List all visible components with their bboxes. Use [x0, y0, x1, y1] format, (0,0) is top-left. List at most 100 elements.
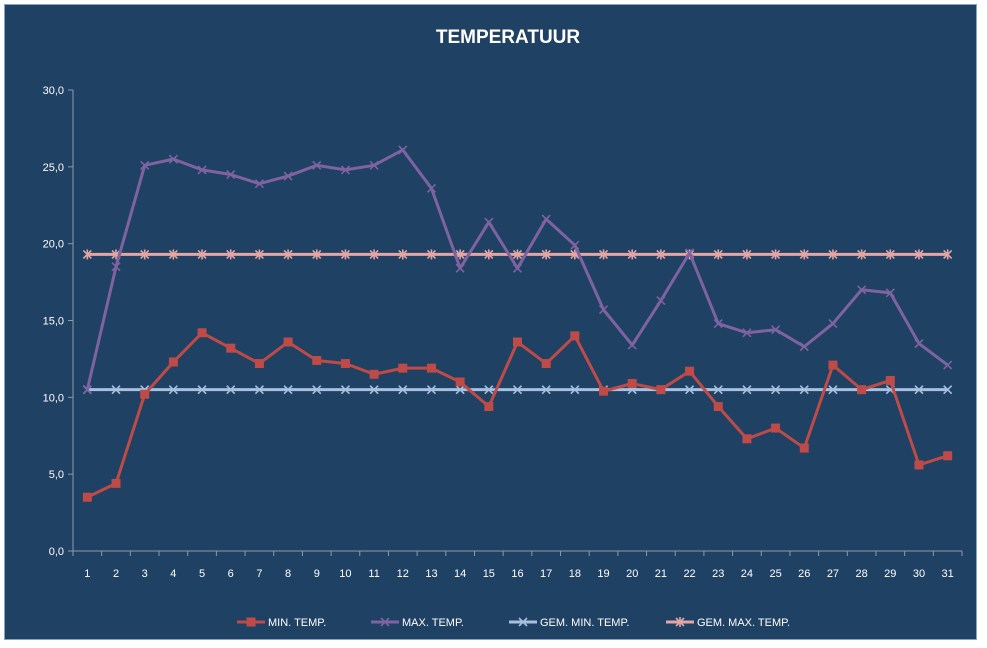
legend-swatch-marker-stroke	[380, 617, 390, 627]
data-point-gem-min-temp	[226, 385, 236, 395]
data-point-gem-min-temp-stroke	[283, 385, 293, 395]
data-point-max-temp	[914, 338, 924, 349]
data-point-gem-max-temp	[713, 249, 723, 260]
data-point-min-temp	[541, 359, 551, 369]
x-tick-label: 4	[170, 568, 176, 580]
data-point-gem-max-temp	[398, 249, 408, 260]
data-point-min-temp	[828, 360, 838, 370]
data-point-min-temp	[513, 337, 522, 347]
data-point-max-temp	[541, 214, 551, 224]
data-point-max-temp	[857, 285, 867, 295]
data-point-min-temp	[914, 460, 924, 470]
data-point-min-temp	[656, 385, 666, 395]
data-point-min-temp	[197, 328, 207, 338]
legend-label: GEM. MAX. TEMP.	[697, 617, 790, 629]
data-point-min-temp	[254, 359, 264, 369]
data-point-max-temp-stroke	[82, 385, 92, 395]
data-point-min-temp	[799, 443, 809, 453]
data-point-gem-min-temp-stroke	[484, 385, 494, 395]
data-point-gem-min-temp-stroke	[312, 385, 322, 395]
data-point-max-temp	[684, 248, 695, 258]
x-tick-label: 6	[228, 568, 234, 580]
data-point-gem-min-temp	[312, 385, 322, 395]
legend-label: MAX. TEMP.	[402, 617, 464, 629]
data-point-min-temp	[140, 389, 150, 399]
data-point-min-temp	[340, 359, 350, 369]
x-tick-label: 27	[827, 568, 839, 580]
x-tick-label: 28	[856, 568, 868, 580]
x-tick-label: 2	[113, 568, 119, 580]
data-point-min-temp	[312, 355, 322, 365]
series-max-temp	[82, 145, 953, 395]
data-point-gem-min-temp	[426, 385, 437, 395]
data-point-min-temp	[885, 375, 895, 385]
data-point-gem-min-temp	[340, 385, 351, 395]
data-point-gem-min-temp	[541, 385, 551, 395]
data-point-min-temp	[111, 478, 121, 488]
data-point-gem-min-temp	[398, 385, 408, 395]
data-point-max-temp-stroke	[312, 160, 322, 170]
chart-area: TEMPERATUUR 0,0 5,0 10,0 15,0 20,0 25,0 30,0 1 2…	[4, 4, 977, 640]
data-point-max-temp-stroke	[140, 160, 150, 170]
data-point-gem-min-temp	[570, 385, 580, 395]
data-point-gem-min-temp-stroke	[828, 385, 838, 395]
data-point-max-temp	[226, 169, 236, 180]
x-tick-label: 31	[942, 568, 954, 580]
data-point-gem-min-temp-stroke	[943, 385, 953, 395]
y-tick-label: 15,0	[43, 316, 64, 328]
legend-item-gem-max-temp: GEM. MAX. TEMP.	[666, 617, 790, 629]
data-point-max-temp-stroke	[771, 325, 781, 335]
x-tick-label: 22	[683, 568, 695, 580]
data-point-gem-min-temp-stroke	[799, 385, 809, 395]
data-point-min-temp	[857, 385, 867, 395]
data-point-gem-min-temp	[484, 385, 494, 395]
data-point-gem-min-temp-stroke	[398, 385, 408, 395]
x-tick-label: 26	[798, 568, 810, 580]
data-point-min-temp	[713, 402, 723, 412]
data-point-gem-min-temp-stroke	[541, 385, 551, 395]
data-point-max-temp	[168, 154, 178, 164]
data-point-gem-max-temp	[254, 249, 264, 260]
data-point-gem-min-temp-stroke	[426, 385, 437, 395]
legend-swatch-marker	[675, 617, 685, 627]
data-point-max-temp-stroke	[914, 338, 924, 349]
data-point-gem-max-temp	[168, 249, 178, 260]
data-point-gem-min-temp	[684, 385, 695, 395]
data-point-max-temp	[570, 240, 580, 250]
data-point-min-temp	[599, 386, 609, 396]
data-point-min-temp	[426, 363, 436, 373]
data-point-gem-min-temp-stroke	[570, 385, 580, 395]
data-point-max-temp	[140, 160, 150, 170]
data-point-gem-max-temp	[484, 249, 494, 260]
data-point-max-temp	[426, 183, 437, 193]
legend-label: GEM. MIN. TEMP.	[540, 617, 629, 629]
data-point-gem-min-temp-stroke	[512, 385, 523, 395]
data-point-gem-max-temp	[885, 249, 895, 260]
series-gem-min-temp	[82, 385, 953, 395]
data-point-min-temp	[685, 366, 695, 376]
data-point-gem-max-temp	[541, 249, 551, 260]
data-point-gem-min-temp	[799, 385, 809, 395]
data-point-gem-min-temp	[111, 385, 121, 395]
data-point-max-temp	[943, 360, 953, 370]
data-point-gem-max-temp	[799, 249, 809, 260]
data-point-gem-max-temp	[656, 249, 666, 260]
data-point-max-temp-stroke	[398, 145, 408, 155]
x-tick-label: 1	[84, 568, 90, 580]
x-tick-label: 18	[569, 568, 581, 580]
data-point-gem-max-temp	[857, 249, 867, 260]
data-point-min-temp	[283, 337, 293, 347]
data-point-max-temp	[598, 305, 609, 315]
legend-item-gem-min-temp: GEM. MIN. TEMP.	[509, 617, 629, 629]
data-point-gem-max-temp	[627, 249, 637, 260]
data-point-max-temp-stroke	[426, 183, 437, 193]
data-point-gem-min-temp-stroke	[713, 385, 723, 395]
x-tick-label: 20	[626, 568, 638, 580]
data-point-gem-max-temp	[226, 249, 236, 260]
data-point-min-temp	[226, 343, 236, 353]
data-point-max-temp	[656, 295, 666, 306]
data-point-min-temp	[398, 363, 408, 373]
data-point-max-temp-stroke	[283, 171, 293, 181]
data-point-max-temp-stroke	[541, 214, 551, 224]
data-point-gem-min-temp	[168, 385, 178, 395]
